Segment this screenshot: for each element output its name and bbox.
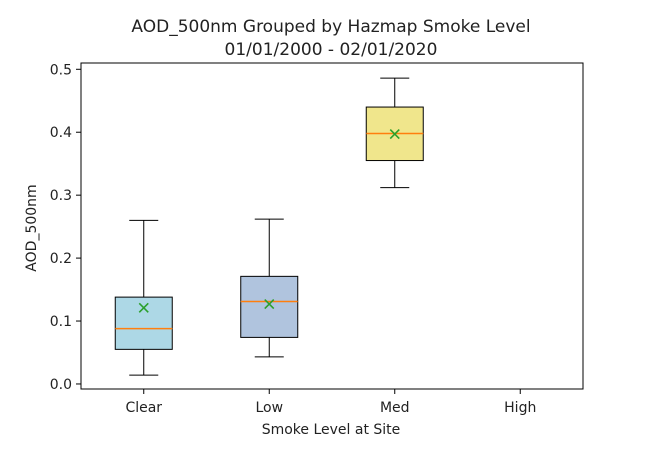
box-low [240,275,299,338]
x-tick-label: Med [380,400,410,416]
mean-marker [389,129,400,140]
x-tick-label: Low [255,400,283,416]
mean-marker [264,298,275,310]
chart-subtitle: 01/01/2000 - 02/01/2020 [225,40,438,60]
y-axis-label: AOD_500nm [24,184,40,271]
x-tick-label: Clear [125,400,162,416]
y-tick-label: 0.4 [50,125,72,141]
x-axis-label: Smoke Level at Site [262,422,401,438]
chart-title: AOD_500nm Grouped by Hazmap Smoke Level [131,17,530,37]
y-tick-label: 0.1 [50,314,72,330]
plot-frame [80,62,584,390]
x-tick-label: High [504,400,536,416]
y-tick-label: 0.3 [50,188,72,204]
box-clear [114,296,173,350]
mean-marker [138,302,149,313]
y-tick-label: 0.2 [50,251,72,267]
plot-area: 0.0 0.1 0.2 0.3 0.4 0.5 Clear Low Med High [50,62,584,416]
y-tick-label: 0.5 [50,62,72,78]
y-tick-label: 0.0 [50,377,72,393]
